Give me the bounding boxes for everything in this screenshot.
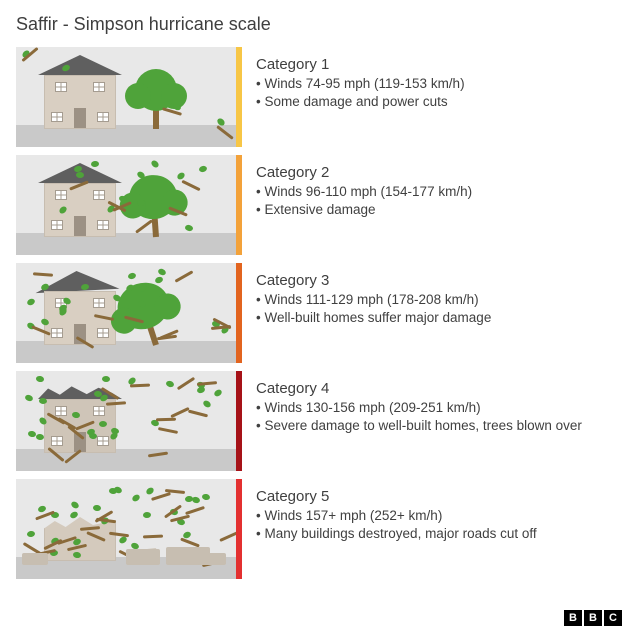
logo-letter: C — [604, 610, 622, 626]
category-text: Category 1• Winds 74-95 mph (119-153 km/… — [242, 47, 465, 147]
category-title: Category 4 — [256, 379, 582, 399]
category-title: Category 2 — [256, 163, 472, 183]
category-text: Category 2• Winds 96-110 mph (154-177 km… — [242, 155, 472, 255]
category-bullet: • Many buildings destroyed, major roads … — [256, 525, 537, 543]
category-bullet: • Winds 111-129 mph (178-208 km/h) — [256, 291, 491, 309]
category-row: Category 1• Winds 74-95 mph (119-153 km/… — [16, 47, 624, 147]
category-title: Category 1 — [256, 55, 465, 75]
category-row: Category 4• Winds 130-156 mph (209-251 k… — [16, 371, 624, 471]
category-list: Category 1• Winds 74-95 mph (119-153 km/… — [16, 47, 624, 579]
category-illustration — [16, 47, 236, 147]
category-illustration — [16, 263, 236, 363]
category-bullet: • Severe damage to well-built homes, tre… — [256, 417, 582, 435]
category-bullet: • Extensive damage — [256, 201, 472, 219]
category-text: Category 3• Winds 111-129 mph (178-208 k… — [242, 263, 491, 363]
category-bullet: • Some damage and power cuts — [256, 93, 465, 111]
category-row: Category 3• Winds 111-129 mph (178-208 k… — [16, 263, 624, 363]
category-bullet: • Well-built homes suffer major damage — [256, 309, 491, 327]
category-illustration — [16, 155, 236, 255]
category-illustration — [16, 479, 236, 579]
category-text: Category 5• Winds 157+ mph (252+ km/h)• … — [242, 479, 537, 579]
category-bullet: • Winds 157+ mph (252+ km/h) — [256, 507, 537, 525]
category-row: Category 5• Winds 157+ mph (252+ km/h)• … — [16, 479, 624, 579]
logo-letter: B — [564, 610, 582, 626]
category-row: Category 2• Winds 96-110 mph (154-177 km… — [16, 155, 624, 255]
page-title: Saffir - Simpson hurricane scale — [16, 14, 624, 35]
category-title: Category 3 — [256, 271, 491, 291]
category-text: Category 4• Winds 130-156 mph (209-251 k… — [242, 371, 582, 471]
category-illustration — [16, 371, 236, 471]
logo-letter: B — [584, 610, 602, 626]
category-bullet: • Winds 130-156 mph (209-251 km/h) — [256, 399, 582, 417]
category-title: Category 5 — [256, 487, 537, 507]
category-bullet: • Winds 96-110 mph (154-177 km/h) — [256, 183, 472, 201]
source-logo: BBC — [564, 610, 622, 626]
category-bullet: • Winds 74-95 mph (119-153 km/h) — [256, 75, 465, 93]
